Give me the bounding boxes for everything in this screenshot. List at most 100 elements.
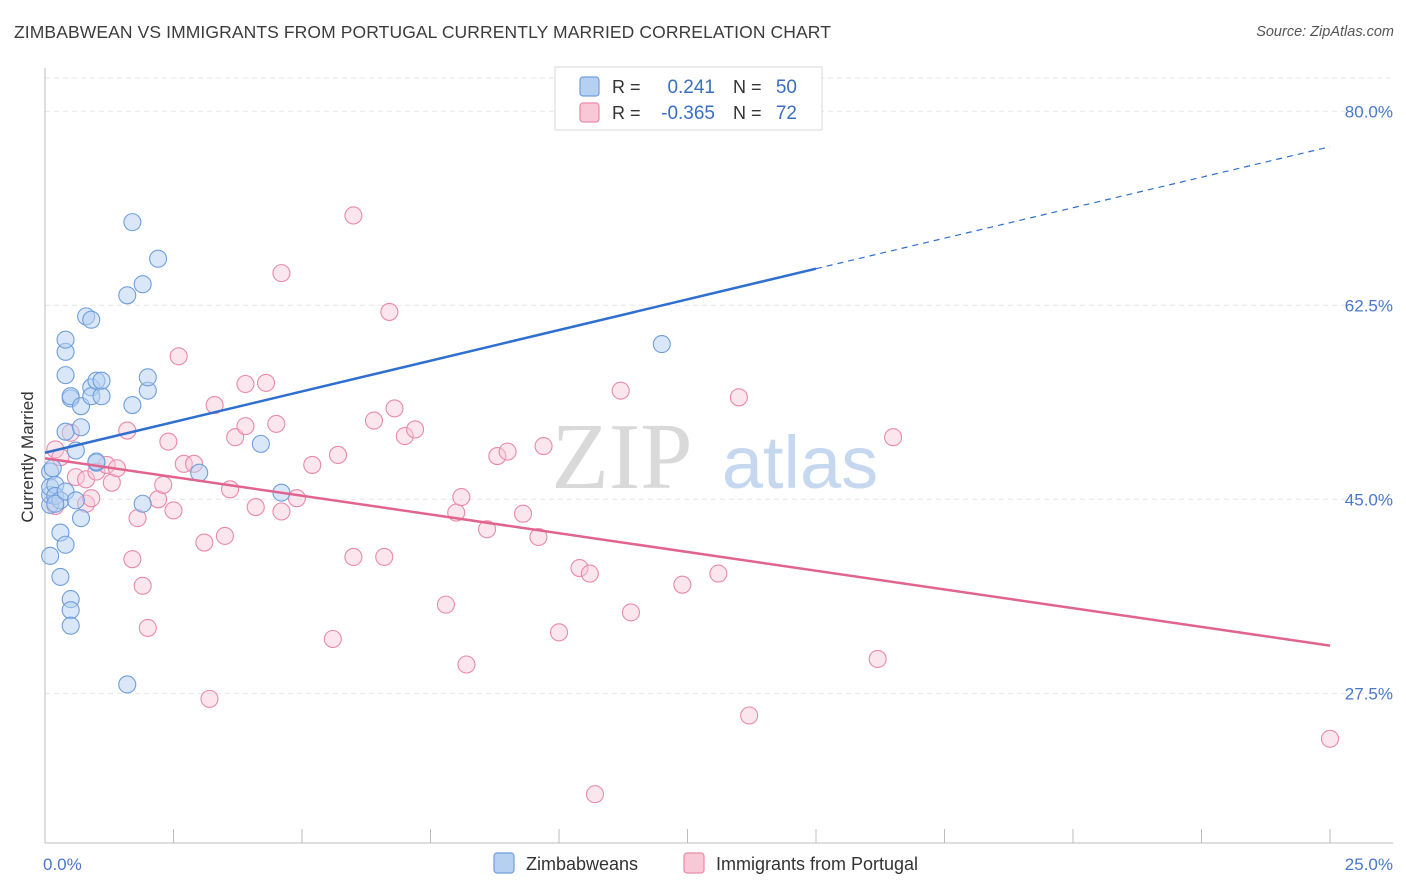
point-portugal-25 [200, 689, 219, 708]
stats-swatch-portugal [579, 102, 600, 123]
point-zimbabweans-8 [46, 494, 65, 513]
trendline-portugal [44, 457, 1331, 647]
point-portugal-66 [709, 564, 728, 583]
y-tick-label-2: 45.0% [1345, 490, 1393, 509]
point-portugal-24 [195, 533, 214, 552]
y-tick-label-1: 62.5% [1345, 296, 1393, 315]
point-portugal-57 [529, 527, 548, 547]
point-zimbabweans-18 [61, 601, 80, 620]
point-portugal-20 [164, 501, 183, 520]
point-portugal-49 [436, 595, 455, 614]
point-portugal-15 [133, 576, 152, 595]
point-portugal-44 [375, 547, 394, 567]
point-portugal-63 [611, 381, 630, 400]
point-zimbabweans-38 [123, 396, 142, 415]
point-portugal-34 [267, 414, 286, 433]
stats-swatch-zimbabweans [579, 76, 600, 97]
point-zimbabweans-15 [56, 330, 75, 349]
point-zimbabweans-0 [41, 546, 60, 565]
point-zimbabweans-43 [138, 368, 157, 387]
point-portugal-6 [77, 470, 96, 489]
point-zimbabweans-40 [133, 275, 152, 294]
legend-label-portugal: Immigrants from Portugal [716, 854, 918, 874]
point-zimbabweans-49 [43, 459, 62, 478]
point-zimbabweans-12 [56, 535, 75, 554]
stats-n-label-1: N = [733, 103, 762, 123]
point-portugal-65 [673, 575, 692, 594]
point-portugal-67 [729, 388, 748, 407]
chart-title: ZIMBABWEAN VS IMMIGRANTS FROM PORTUGAL C… [14, 22, 832, 42]
point-portugal-18 [154, 475, 173, 494]
point-zimbabweans-10 [51, 567, 70, 586]
point-zimbabweans-39 [123, 213, 142, 232]
stats-n-value-0: 50 [776, 77, 797, 98]
stats-r-value-1: -0.365 [661, 103, 715, 124]
point-portugal-37 [287, 489, 306, 508]
legend-label-zimbabweans: Zimbabweans [526, 854, 638, 874]
point-portugal-22 [174, 454, 193, 473]
y-tick-label-0: 80.0% [1345, 102, 1393, 121]
stats-n-label-0: N = [733, 77, 762, 97]
point-zimbabweans-37 [118, 675, 137, 694]
point-portugal-26 [205, 396, 224, 415]
point-portugal-52 [457, 655, 476, 674]
x-tick-label-1: 25.0% [1345, 855, 1393, 874]
point-portugal-59 [549, 623, 569, 642]
point-zimbabweans-41 [133, 494, 152, 513]
stats-legend: R = 0.241 N = 50 R = -0.365 N = 72 [554, 66, 823, 131]
point-zimbabweans-46 [251, 434, 270, 453]
point-zimbabweans-44 [149, 249, 168, 268]
series-portugal-points [46, 206, 1340, 804]
y-tick-label-3: 27.5% [1345, 684, 1393, 703]
point-portugal-47 [395, 427, 414, 446]
point-portugal-53 [477, 520, 497, 539]
point-portugal-43 [364, 411, 384, 430]
point-zimbabweans-48 [652, 335, 671, 354]
legend-swatch-portugal [683, 852, 705, 874]
point-portugal-33 [256, 373, 276, 392]
point-portugal-31 [236, 374, 255, 394]
point-zimbabweans-29 [82, 310, 101, 329]
trendlines [44, 146, 1331, 647]
point-portugal-27 [215, 526, 234, 545]
point-portugal-68 [740, 706, 759, 725]
point-zimbabweans-26 [71, 509, 91, 528]
stats-r-value-0: 0.241 [667, 77, 715, 98]
point-portugal-42 [344, 547, 363, 567]
legend-swatch-zimbabweans [493, 852, 515, 874]
stats-r-label-1: R = [612, 103, 641, 123]
point-zimbabweans-36 [118, 286, 137, 305]
point-portugal-64 [621, 603, 641, 622]
point-portugal-38 [303, 455, 322, 474]
point-portugal-13 [123, 550, 142, 569]
point-portugal-40 [328, 445, 348, 465]
x-tick-label-0: 0.0% [43, 855, 82, 874]
tick-labels: 80.0% 62.5% 45.0% 27.5% 0.0% 25.0% [43, 102, 1393, 874]
point-portugal-56 [513, 504, 533, 523]
point-portugal-21 [169, 347, 188, 366]
watermark-atlas: atlas [722, 421, 878, 504]
point-portugal-10 [102, 473, 121, 492]
stats-r-label-0: R = [612, 77, 641, 97]
point-portugal-41 [344, 206, 363, 225]
point-portugal-55 [498, 442, 517, 461]
point-portugal-70 [884, 428, 903, 447]
point-zimbabweans-34 [92, 387, 111, 406]
series-zimbabweans-points [41, 213, 671, 694]
point-portugal-58 [534, 437, 553, 456]
point-portugal-19 [159, 432, 178, 451]
axes [44, 68, 1393, 844]
y-axis-label: Currently Married [18, 391, 37, 522]
point-portugal-36 [272, 264, 291, 283]
point-portugal-51 [452, 488, 471, 507]
point-portugal-48 [406, 420, 425, 439]
point-portugal-30 [236, 417, 255, 436]
point-portugal-54 [488, 447, 507, 466]
source-label: Source: ZipAtlas.com [1256, 24, 1394, 40]
trendline-zimbabweans-extension [815, 146, 1331, 270]
point-portugal-29 [226, 428, 245, 447]
point-portugal-16 [138, 618, 157, 637]
point-portugal-35 [272, 502, 291, 521]
point-portugal-71 [1320, 729, 1340, 748]
point-portugal-62 [585, 785, 605, 804]
